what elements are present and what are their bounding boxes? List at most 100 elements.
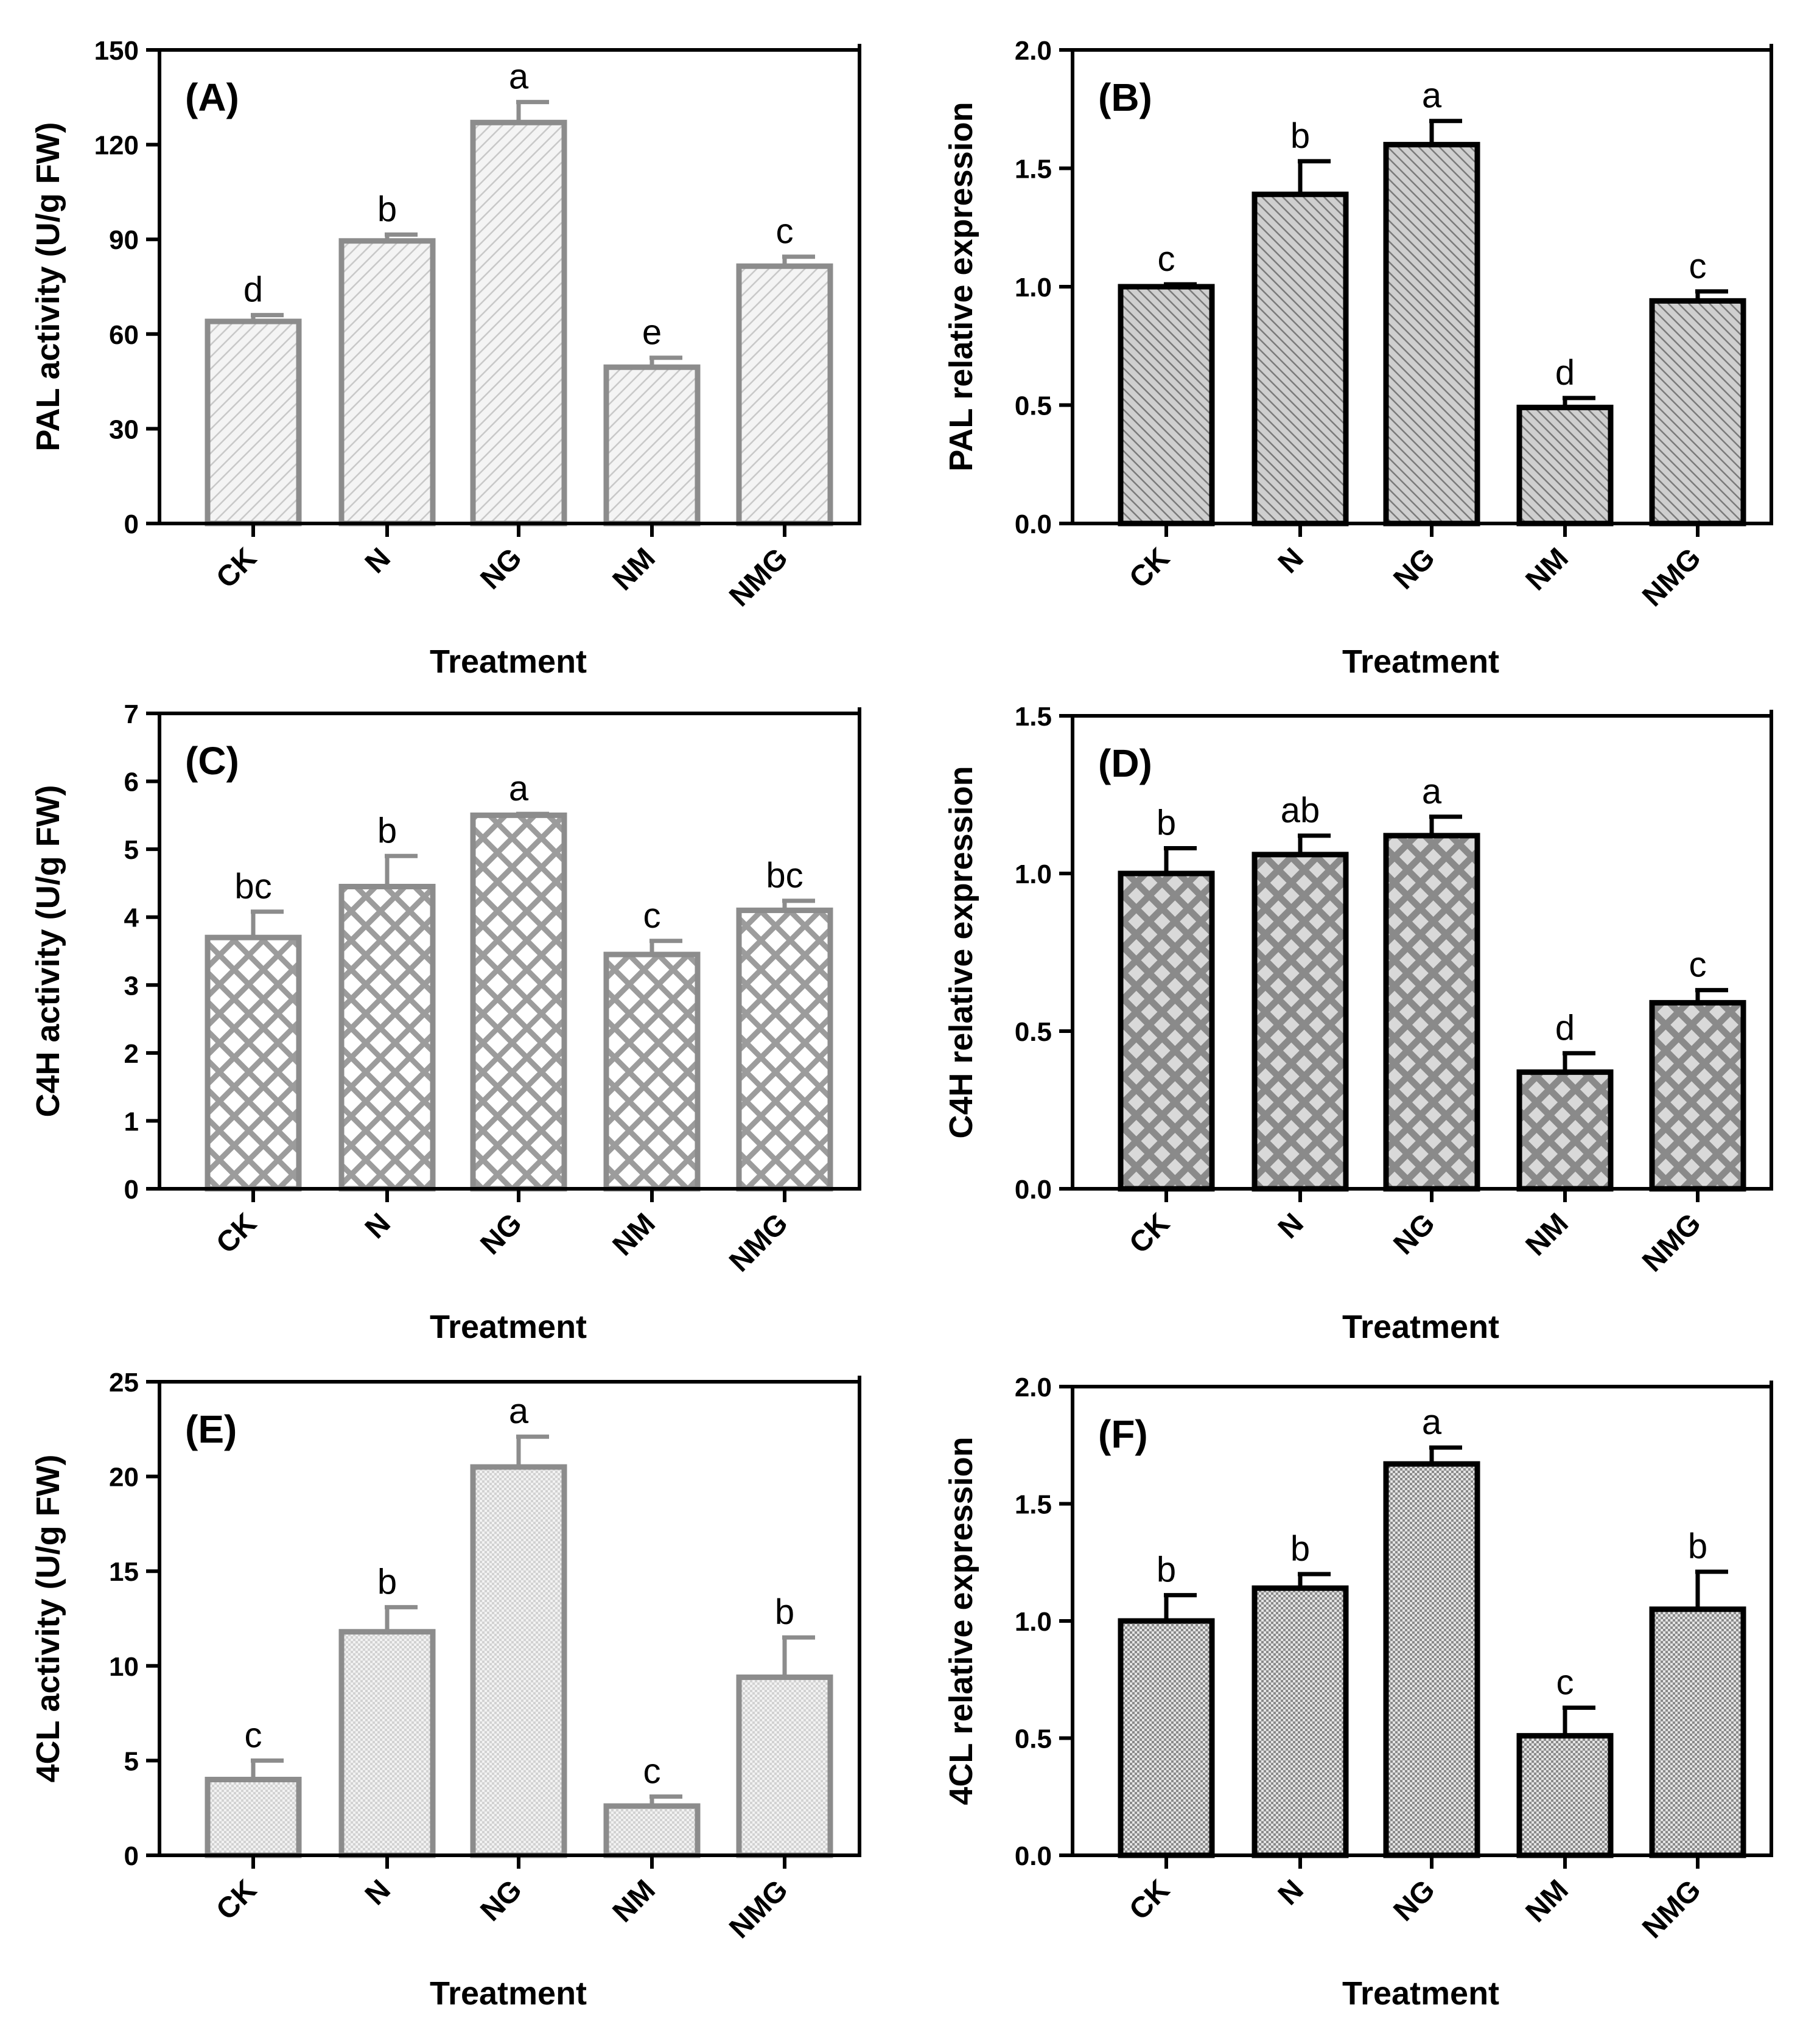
category-label-n: N [1272, 1874, 1310, 1911]
bar-ng [470, 812, 567, 1192]
category-label-nmg: NMG [723, 1207, 794, 1278]
category-label-nm: NM [1520, 1207, 1575, 1262]
significance-letter-n: b [1290, 1529, 1310, 1569]
y-tick-label: 1.0 [1015, 1607, 1052, 1637]
bar-ng [1383, 142, 1480, 527]
panel-label: (C) [185, 739, 239, 783]
significance-letter-ng: a [509, 57, 529, 97]
y-tick-label: 0 [124, 1175, 139, 1205]
y-axis-title: 4CL relative expression [943, 1437, 979, 1805]
bar-nm [603, 364, 701, 527]
significance-letter-ng: a [1422, 772, 1442, 811]
y-tick-label: 0.0 [1015, 1841, 1052, 1871]
panel-label: (B) [1098, 75, 1152, 119]
category-label-nmg: NMG [1636, 1207, 1707, 1278]
significance-letter-n: ab [1281, 791, 1320, 830]
category-label-nmg: NMG [723, 542, 794, 613]
bar-n [338, 1629, 436, 1858]
significance-letter-nmg: c [776, 212, 794, 251]
significance-letter-n: b [377, 1562, 397, 1601]
bar-n [1252, 1585, 1349, 1858]
significance-letter-ng: a [509, 1391, 529, 1431]
x-axis-title: Treatment [1342, 643, 1499, 680]
bar-nmg [1649, 298, 1746, 527]
y-tick-label: 150 [94, 36, 139, 66]
significance-letter-nmg: c [1689, 945, 1707, 985]
bar-nmg [736, 1674, 833, 1858]
x-axis-title: Treatment [430, 1309, 587, 1345]
significance-letter-nm: c [643, 1752, 661, 1791]
bar-ck [205, 318, 302, 527]
significance-letter-ck: b [1157, 1550, 1176, 1590]
y-tick-label: 20 [109, 1463, 139, 1493]
significance-letter-ck: bc [234, 867, 271, 906]
y-tick-label: 7 [124, 699, 139, 729]
bar-nm [603, 1803, 701, 1858]
category-label-n: N [359, 1874, 397, 1911]
significance-letter-nm: c [643, 896, 661, 936]
significance-letter-ck: b [1157, 803, 1176, 843]
y-tick-label: 10 [109, 1652, 139, 1682]
y-tick-label: 90 [109, 225, 139, 255]
panel-label: (E) [185, 1407, 237, 1451]
category-label-nmg: NMG [1636, 1874, 1707, 1945]
significance-letter-nmg: c [1689, 247, 1707, 286]
y-tick-label: 1.0 [1015, 859, 1052, 889]
x-axis-title: Treatment [1342, 1975, 1499, 2012]
bar-ng [1383, 833, 1480, 1192]
significance-letter-ng: a [509, 769, 529, 808]
y-tick-label: 0.5 [1015, 1017, 1052, 1047]
panel-label: (F) [1098, 1412, 1148, 1456]
y-tick-label: 120 [94, 131, 139, 161]
y-tick-label: 2.0 [1015, 36, 1052, 66]
bar-ng [470, 1464, 567, 1858]
significance-letter-n: b [1290, 116, 1310, 156]
category-label-n: N [1272, 1207, 1310, 1245]
y-tick-label: 2 [124, 1039, 139, 1069]
y-tick-label: 0 [124, 509, 139, 539]
y-tick-label: 5 [124, 835, 139, 865]
y-tick-label: 6 [124, 768, 139, 797]
y-tick-label: 0.5 [1015, 391, 1052, 421]
chart-panel-3: bc CK b Na NG c NM bc NMG 0 1 2 3 4 5 6 7 (C) Treatment C4H… [30, 699, 861, 1345]
category-label-ng: NG [1387, 1874, 1441, 1927]
y-tick-label: 15 [109, 1557, 139, 1587]
y-tick-label: 4 [124, 903, 139, 933]
y-tick-label: 5 [124, 1746, 139, 1776]
bar-n [1252, 191, 1349, 527]
chart-panel-5: c CK b Na NG c NM b NMG 0 5 10 15 20 25 (E) Treatment 4CL… [30, 1368, 861, 2012]
y-axis-title: C4H activity (U/g FW) [30, 785, 66, 1117]
category-label-n: N [359, 1207, 397, 1245]
category-label-ng: NG [1387, 542, 1441, 595]
y-tick-label: 0.0 [1015, 1175, 1052, 1205]
bar-nmg [736, 908, 833, 1192]
category-label-n: N [359, 542, 397, 579]
chart-panel-2: c CK b Na NG d NM c NMG 0.0 0.5 1.0 1.5 2.0 (B) Treatme… [943, 36, 1773, 680]
y-axis-title: C4H relative expression [943, 766, 979, 1138]
bar-nm [603, 951, 701, 1192]
bar-n [1252, 852, 1349, 1192]
bar-ng [470, 119, 567, 527]
chart-panel-6: b CK b Na NG c NM b NMG 0.0 0.5 1.0 1.5 2.0 (F) Treatme… [943, 1373, 1773, 2012]
category-label-nmg: NMG [1636, 542, 1707, 613]
y-tick-label: 1.0 [1015, 273, 1052, 303]
y-tick-label: 0.0 [1015, 509, 1052, 539]
y-axis-title: PAL relative expression [943, 102, 979, 471]
bar-n [338, 884, 436, 1192]
category-label-nm: NM [1520, 1874, 1575, 1928]
plot-frame [158, 712, 861, 1191]
category-label-ck: CK [1123, 1207, 1176, 1260]
bar-ck [1118, 284, 1215, 527]
bar-nm [1516, 404, 1614, 527]
category-label-ck: CK [210, 1207, 263, 1260]
significance-letter-nm: d [1555, 353, 1575, 393]
significance-letter-ck: c [1158, 239, 1175, 279]
category-label-nm: NM [607, 542, 662, 597]
bar-ck [205, 1777, 302, 1858]
x-axis-title: Treatment [430, 643, 587, 680]
y-tick-label: 0 [124, 1841, 139, 1871]
y-tick-label: 1.5 [1015, 1490, 1052, 1520]
bar-nm [1516, 1069, 1614, 1192]
bar-ck [1118, 870, 1215, 1192]
